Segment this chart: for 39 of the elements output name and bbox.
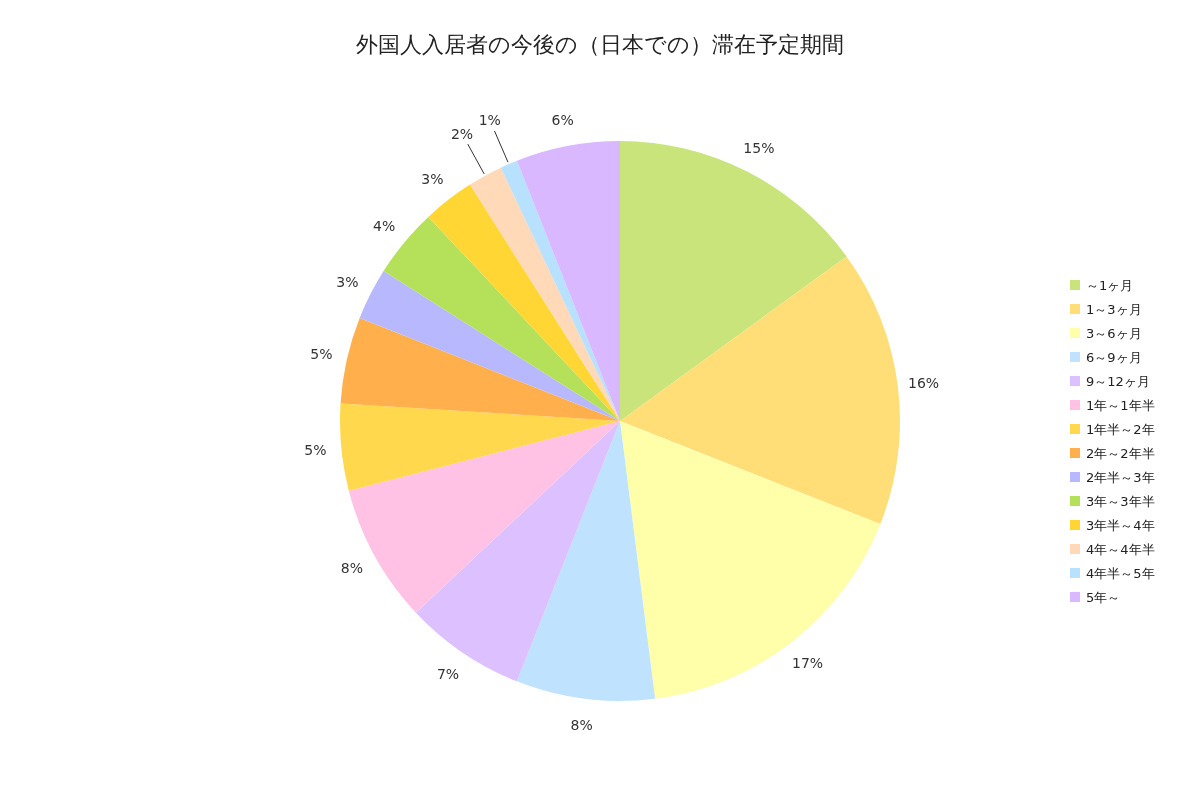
- data-label: 3%: [336, 274, 359, 291]
- data-label: 5%: [304, 441, 327, 458]
- pie-slice: [359, 270, 620, 421]
- data-label: 1%: [478, 111, 501, 128]
- pie-slice: [428, 184, 620, 421]
- legend-label: 5年～: [1086, 590, 1121, 605]
- data-label: 3%: [421, 171, 444, 188]
- legend-label: 1年～1年半: [1086, 398, 1155, 413]
- legend-label: 3年～3年半: [1086, 494, 1155, 509]
- pie-slice: [500, 160, 620, 421]
- data-label: 17%: [791, 654, 824, 671]
- data-label: 6%: [551, 112, 574, 129]
- legend-label: ～1ヶ月: [1086, 278, 1134, 293]
- legend-label: 3年半～4年: [1086, 518, 1155, 533]
- data-label: 5%: [310, 346, 333, 363]
- chart-title: 外国人入居者の今後の（日本での）滞在予定期間: [356, 32, 844, 57]
- legend-label: 4年～4年半: [1086, 542, 1155, 557]
- pie-slice: [620, 141, 847, 421]
- data-label: 8%: [340, 560, 363, 577]
- legend-label: 6～9ヶ月: [1086, 350, 1142, 365]
- data-label: 16%: [908, 374, 940, 391]
- legend-label: 1～3ヶ月: [1086, 302, 1142, 317]
- data-label: 15%: [743, 140, 775, 157]
- data-label: 4%: [373, 217, 396, 234]
- legend-label: 3～6ヶ月: [1086, 326, 1142, 341]
- legend-label: 2年半～3年: [1086, 470, 1155, 485]
- pie-slice: [516, 421, 656, 701]
- legend-label: 2年～2年半: [1086, 446, 1155, 461]
- data-label: 7%: [436, 666, 460, 683]
- pie-slice: [620, 421, 881, 699]
- legend-label: 4年半～5年: [1086, 566, 1155, 581]
- pie-slice: [469, 167, 620, 421]
- legend-label: 9～12ヶ月: [1086, 374, 1150, 389]
- pie-slice: [620, 256, 900, 525]
- pie-slice: [340, 317, 620, 421]
- data-label: 2%: [450, 125, 474, 142]
- data-label: 8%: [570, 716, 593, 733]
- pie-slice: [340, 403, 620, 491]
- legend-label: 1年半～2年: [1086, 422, 1155, 437]
